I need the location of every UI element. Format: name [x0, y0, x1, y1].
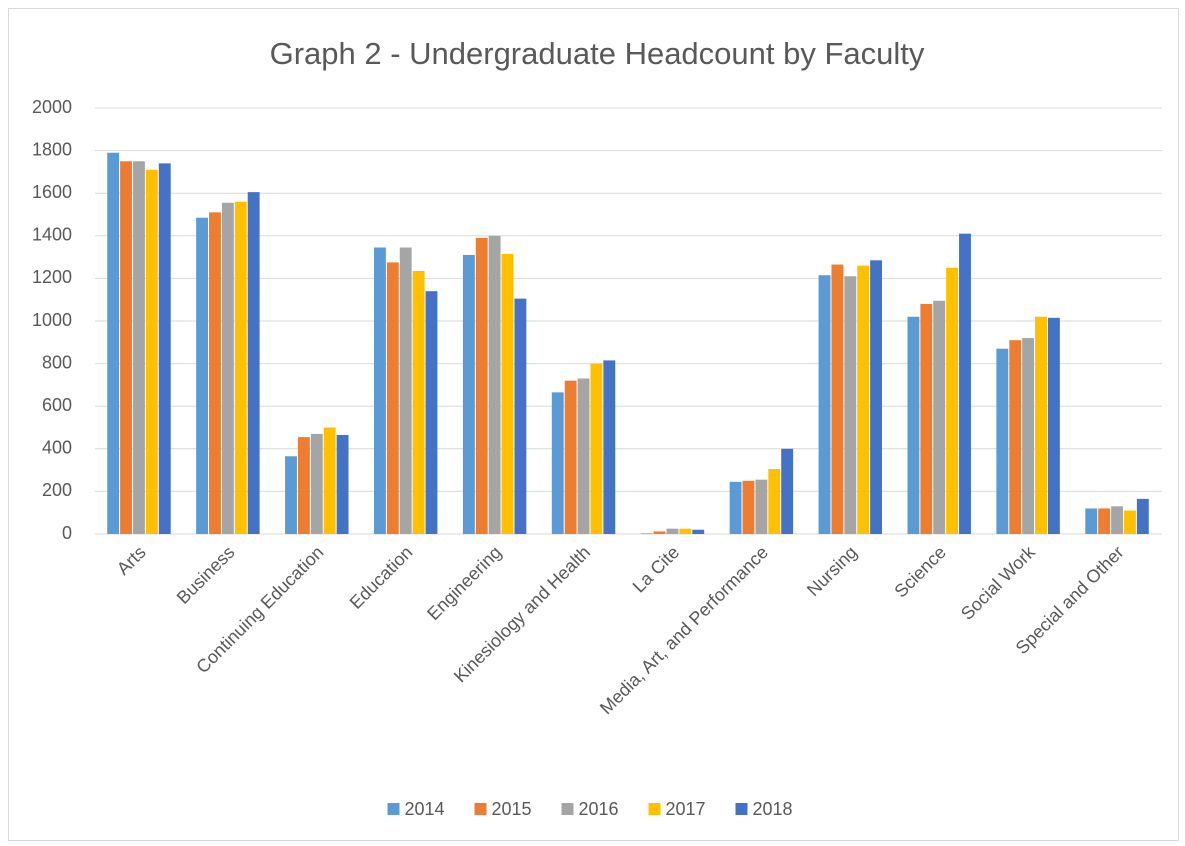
bar — [120, 161, 133, 534]
bar — [247, 192, 260, 534]
bar — [679, 528, 692, 534]
bar — [577, 378, 590, 534]
bar — [755, 479, 768, 534]
legend-swatch — [387, 803, 400, 815]
bar — [1047, 317, 1060, 534]
bar — [514, 298, 527, 534]
legend-swatch — [735, 803, 748, 815]
bar — [1098, 508, 1111, 534]
bar — [297, 437, 310, 534]
bar — [742, 480, 755, 534]
bar — [221, 202, 234, 534]
bar — [107, 152, 120, 535]
bar — [907, 316, 920, 534]
y-tick-label: 0 — [62, 523, 72, 543]
bar — [1009, 340, 1022, 534]
bar — [285, 456, 297, 534]
y-tick-label: 1600 — [32, 182, 72, 202]
legend-swatch — [561, 803, 574, 815]
bar — [666, 528, 679, 534]
bar — [920, 303, 933, 534]
bar — [323, 427, 336, 534]
bar — [1123, 510, 1136, 534]
legend-label: 2014 — [405, 799, 445, 819]
legend-label: 2017 — [666, 799, 706, 819]
bar — [590, 363, 603, 534]
bar — [475, 237, 488, 534]
bar — [1035, 316, 1047, 534]
bar — [946, 267, 959, 534]
bar — [870, 260, 883, 534]
bar — [133, 161, 145, 534]
bar — [1136, 498, 1149, 534]
bar — [196, 217, 209, 534]
y-tick-label: 1200 — [32, 267, 72, 287]
bar — [692, 529, 705, 534]
bar — [373, 247, 386, 534]
bar — [781, 448, 794, 534]
y-tick-label: 400 — [42, 438, 72, 458]
bar — [1111, 506, 1123, 534]
bar — [462, 254, 475, 534]
bar — [729, 481, 742, 534]
bar — [158, 163, 171, 534]
legend-label: 2015 — [492, 799, 532, 819]
bar — [857, 265, 870, 534]
bar — [996, 348, 1009, 534]
bar — [310, 433, 323, 534]
bar — [653, 531, 666, 534]
bar — [603, 360, 616, 534]
bar — [145, 169, 158, 534]
bar — [412, 270, 425, 534]
y-tick-label: 200 — [42, 480, 72, 500]
bar — [768, 469, 781, 534]
bar — [234, 201, 247, 534]
y-tick-label: 800 — [42, 352, 72, 372]
y-tick-label: 600 — [42, 395, 72, 415]
bar — [336, 434, 349, 534]
bar — [844, 276, 857, 534]
chart-title: Graph 2 - Undergraduate Headcount by Fac… — [270, 36, 925, 71]
bar — [640, 533, 653, 534]
bar — [488, 235, 501, 535]
legend-label: 2016 — [579, 799, 619, 819]
bar — [551, 392, 564, 534]
bar — [1085, 508, 1098, 534]
y-tick-label: 1800 — [32, 139, 72, 159]
bar — [399, 247, 412, 534]
legend-label: 2018 — [753, 799, 793, 819]
bar — [818, 275, 831, 534]
bar — [831, 264, 844, 534]
bar — [1022, 338, 1035, 534]
y-tick-label: 1400 — [32, 225, 72, 245]
bar — [959, 233, 971, 535]
bar — [425, 291, 438, 534]
legend-swatch — [648, 803, 661, 815]
legend-swatch — [474, 803, 487, 815]
bar — [386, 262, 399, 534]
bar — [501, 253, 514, 534]
y-tick-label: 1000 — [32, 310, 72, 330]
bar — [209, 212, 221, 534]
bar — [933, 300, 946, 534]
bar — [564, 380, 577, 534]
y-tick-label: 2000 — [32, 97, 72, 117]
